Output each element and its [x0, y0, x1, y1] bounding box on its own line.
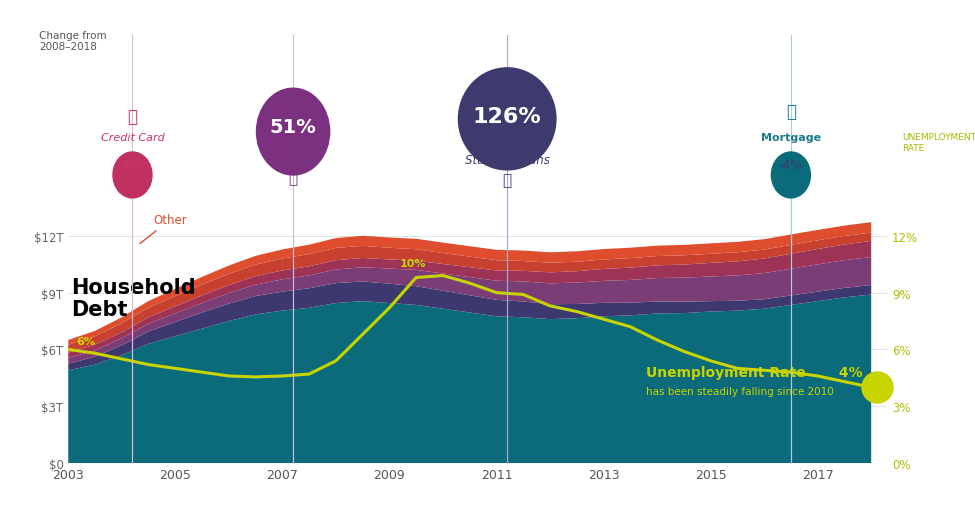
- Text: 126%: 126%: [473, 107, 541, 127]
- Text: 51%: 51%: [270, 118, 317, 137]
- Text: Student Loans: Student Loans: [465, 154, 550, 167]
- Text: Mortgage: Mortgage: [760, 132, 821, 143]
- Text: 6%: 6%: [76, 336, 96, 346]
- Text: 🏠: 🏠: [786, 103, 796, 121]
- Text: Household
Debt: Household Debt: [71, 278, 196, 320]
- Text: Other: Other: [140, 214, 187, 244]
- Text: 🚗: 🚗: [289, 171, 297, 186]
- Text: Auto: Auto: [280, 156, 307, 169]
- Text: 💳: 💳: [128, 108, 137, 126]
- Text: 🎓: 🎓: [503, 173, 512, 188]
- Point: [869, 383, 884, 391]
- Text: 4%: 4%: [834, 365, 862, 379]
- Text: Unemployment Rate: Unemployment Rate: [646, 365, 806, 379]
- Text: -6%: -6%: [120, 159, 144, 172]
- Text: UNEMPLOYMENT
RATE: UNEMPLOYMENT RATE: [902, 132, 975, 152]
- Text: Change from
2008–2018: Change from 2008–2018: [39, 31, 106, 52]
- Text: -4%: -4%: [779, 159, 803, 172]
- Text: has been steadily falling since 2010: has been steadily falling since 2010: [646, 386, 835, 397]
- Text: Credit Card: Credit Card: [100, 132, 165, 143]
- Text: 10%: 10%: [400, 259, 427, 268]
